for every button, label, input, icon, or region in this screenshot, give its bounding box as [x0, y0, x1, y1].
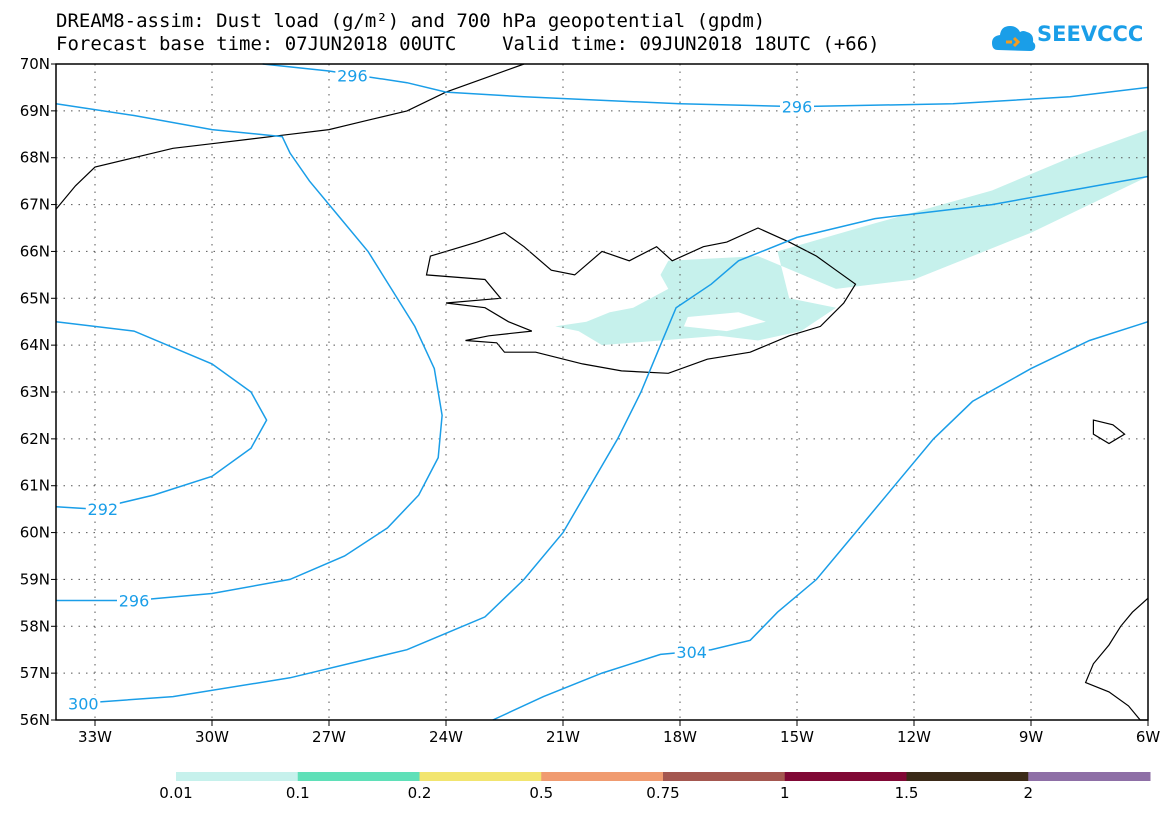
lon-label: 30W — [195, 728, 229, 746]
contour-label-bg — [85, 500, 120, 519]
lon-label: 24W — [429, 728, 463, 746]
contour-label-bg — [117, 591, 151, 610]
colorbar-segment — [176, 772, 299, 781]
contour-label: 292 — [88, 500, 119, 519]
contour-label: 296 — [337, 67, 368, 86]
axis-ticks: 33W 30W 27W 24W 21W 18W 15W 12W 9W 6W 70N 69N 68N 67N… — [20, 55, 1161, 746]
lon-label: 15W — [780, 728, 814, 746]
geopotential-contour — [55, 103, 443, 602]
scotland-coastline — [1084, 597, 1149, 721]
gridlines — [56, 64, 1148, 720]
colorbar-label: 1.5 — [894, 784, 919, 802]
lat-label: 57N — [20, 664, 50, 682]
contour-label-bg — [335, 66, 370, 85]
contour-label: 296 — [119, 592, 150, 611]
colorbar-segment — [663, 772, 786, 781]
geopotential-contour — [262, 63, 1149, 108]
contour-label-bg — [674, 643, 709, 662]
lon-label: 18W — [663, 728, 697, 746]
lat-label: 56N — [20, 711, 50, 729]
geopotential-contour — [55, 320, 268, 510]
lon-label: 21W — [546, 728, 580, 746]
geopotential-contour — [492, 320, 1149, 721]
contour-label-bg — [66, 694, 101, 713]
lat-label: 61N — [20, 477, 50, 495]
iceland-coastline — [425, 227, 857, 374]
lat-label: 70N — [20, 55, 50, 73]
dust-gap — [683, 312, 766, 332]
lon-label: 6W — [1136, 728, 1161, 746]
colorbar-label: 0.1 — [285, 784, 310, 802]
greenland-coastline — [55, 63, 525, 210]
colorbar-label: 0.75 — [646, 784, 680, 802]
map-title: DREAM8-assim: Dust load (g/m²) and 700 h… — [56, 10, 766, 32]
faroe-coastline — [1092, 419, 1126, 445]
colorbar-segment — [784, 772, 907, 781]
contour-labels: 296 296 292 296 300 304 — [66, 66, 814, 714]
geopotential-contours — [55, 63, 1149, 721]
lat-label: 65N — [20, 289, 50, 307]
colorbar-segment — [297, 772, 420, 781]
dust-plume — [555, 129, 1148, 346]
lat-label: 66N — [20, 242, 50, 260]
lon-label: 9W — [1019, 728, 1044, 746]
lat-label: 64N — [20, 336, 50, 354]
colorbar-segment — [1028, 772, 1151, 781]
lat-label: 67N — [20, 196, 50, 214]
lat-label: 59N — [20, 570, 50, 588]
contour-label: 304 — [676, 643, 707, 662]
logo-text: SEEVCCC — [1037, 22, 1144, 46]
colorbar-segment — [541, 772, 664, 781]
colorbar-segment — [419, 772, 542, 781]
map-subtitle: Forecast base time: 07JUN2018 00UTC Vali… — [56, 33, 880, 55]
lat-label: 68N — [20, 149, 50, 167]
colorbar-segment — [906, 772, 1029, 781]
lat-label: 63N — [20, 383, 50, 401]
geopotential-contour — [75, 175, 1149, 705]
lat-label: 69N — [20, 102, 50, 120]
colorbar-label: 0.5 — [529, 784, 554, 802]
lat-label: 60N — [20, 524, 50, 542]
colorbar-label: 2 — [1023, 784, 1034, 802]
colorbar-label: 1 — [779, 784, 790, 802]
lat-label: 58N — [20, 617, 50, 635]
colorbar — [176, 772, 1151, 781]
colorbar-label: 0.01 — [159, 784, 193, 802]
contour-label: 300 — [68, 695, 99, 714]
coastline-layer — [55, 63, 1149, 721]
lon-label: 12W — [897, 728, 931, 746]
contour-label: 296 — [782, 98, 813, 117]
lat-label: 62N — [20, 430, 50, 448]
lon-label: 27W — [312, 728, 346, 746]
map-frame — [55, 63, 1149, 721]
contour-label-bg — [780, 97, 814, 116]
lon-label: 33W — [78, 728, 112, 746]
colorbar-label: 0.2 — [407, 784, 432, 802]
dust-load-layer — [555, 129, 1148, 346]
cloud-logo-icon — [992, 26, 1036, 51]
